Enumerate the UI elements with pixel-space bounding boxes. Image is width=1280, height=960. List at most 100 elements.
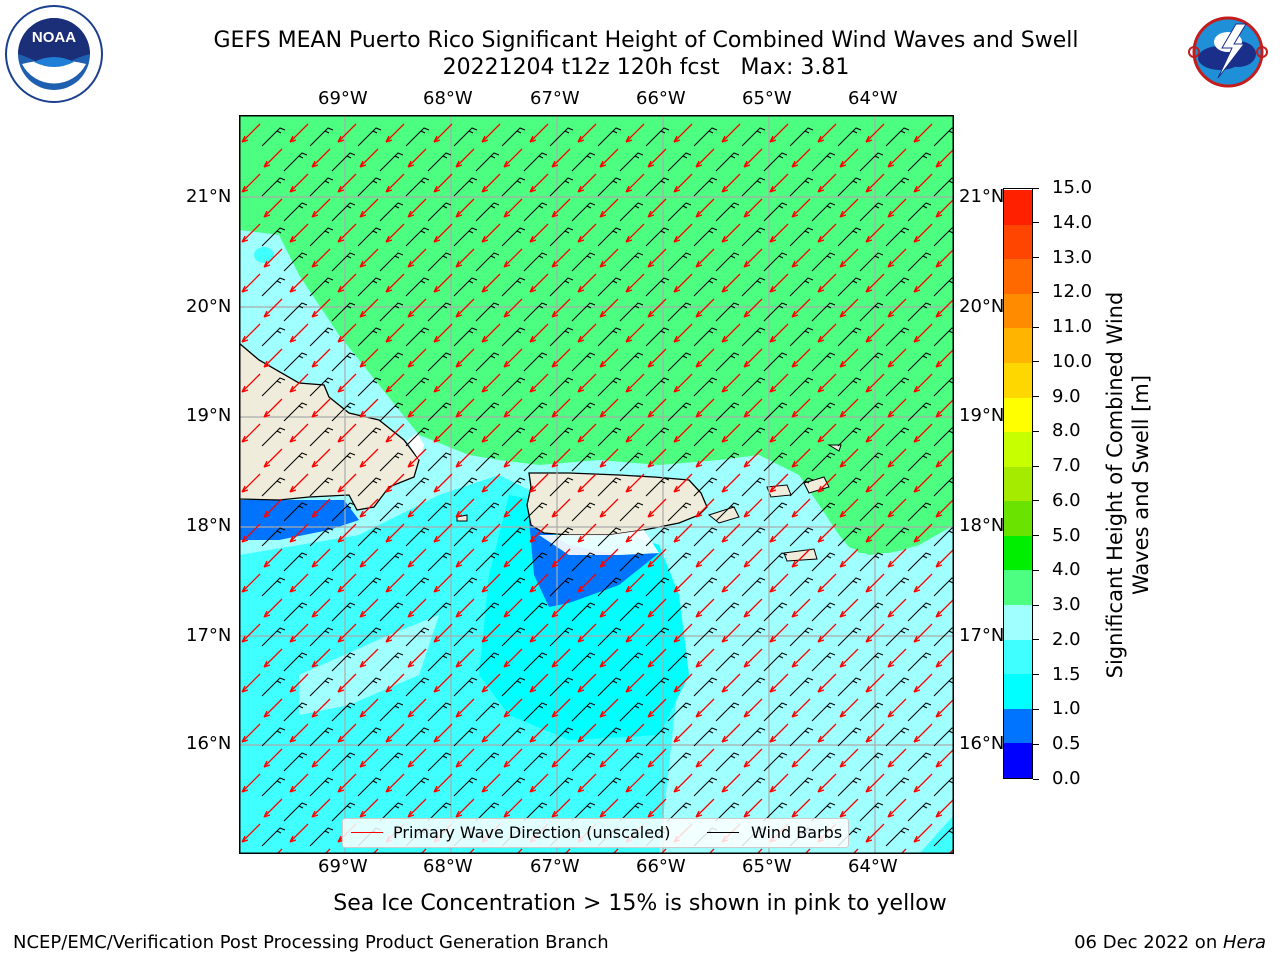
wave-direction-arrow <box>551 198 571 218</box>
wave-direction-arrow <box>455 248 475 268</box>
wave-direction-arrow <box>817 723 837 743</box>
wave-direction-arrow <box>385 123 405 143</box>
wind-barb <box>331 452 356 472</box>
wave-direction-arrow <box>673 123 693 143</box>
wind-barb <box>523 752 548 772</box>
wave-direction-arrow <box>311 698 331 718</box>
wave-direction-arrow <box>935 548 954 568</box>
lon-label-bottom: 65°W <box>742 856 792 877</box>
wave-direction-arrow <box>337 373 357 393</box>
wind-barb <box>933 727 954 747</box>
wave-direction-arrow <box>804 848 811 854</box>
wave-direction-arrow <box>839 198 859 218</box>
wind-barb <box>523 452 548 472</box>
wind-barb <box>501 177 526 197</box>
wave-direction-arrow <box>839 798 859 818</box>
wind-barb <box>933 227 954 247</box>
wind-barb <box>523 552 548 572</box>
colorbar-segment <box>1004 397 1032 433</box>
wave-direction-arrow <box>625 623 645 643</box>
wave-band-2-3-patch <box>299 615 439 715</box>
wave-direction-arrow <box>599 348 619 368</box>
wave-direction-arrow <box>839 398 859 418</box>
colorbar-tick-label: 15.0 <box>1052 177 1093 198</box>
wave-direction-arrow <box>385 273 405 293</box>
wind-barb <box>475 252 500 272</box>
wind-barb <box>283 352 308 372</box>
lon-label-top: 67°W <box>530 88 580 109</box>
colorbar-tick-label: 14.0 <box>1052 211 1093 233</box>
colorbar-tick-mark <box>1033 778 1039 780</box>
wind-barb <box>885 727 910 747</box>
wind-barb <box>331 652 356 672</box>
wind-barb <box>261 327 286 347</box>
wind-barb <box>619 502 644 522</box>
wave-direction-arrow <box>887 398 907 418</box>
wind-barb <box>427 752 452 772</box>
chart-title: GEFS MEAN Puerto Rico Significant Height… <box>213 28 1079 53</box>
wind-barb <box>405 727 430 747</box>
wind-barb <box>741 527 766 547</box>
wind-barb <box>549 677 574 697</box>
wave-direction-arrow <box>311 798 331 818</box>
wind-barb <box>693 677 718 697</box>
lat-label-left: 21°N <box>186 186 232 207</box>
wind-barb <box>523 402 548 422</box>
wind-barb <box>693 477 718 497</box>
wind-barb <box>379 502 404 522</box>
wind-barb <box>837 627 862 647</box>
wave-direction-arrow <box>721 473 741 493</box>
colorbar-segment <box>1004 189 1032 225</box>
wave-direction-arrow <box>791 298 811 318</box>
wave-direction-arrow <box>359 198 379 218</box>
wind-barb <box>597 327 622 347</box>
wind-barb <box>933 577 954 597</box>
wave-direction-arrow <box>913 423 933 443</box>
legend-wind-line <box>707 832 739 833</box>
wave-direction-arrow <box>887 698 907 718</box>
colorbar-tick-label: 3.0 <box>1052 594 1081 616</box>
colorbar-tick-label: 0.5 <box>1052 733 1081 755</box>
wave-direction-arrow <box>407 498 427 518</box>
wind-barb <box>427 502 452 522</box>
wave-direction-arrow <box>743 348 763 368</box>
wave-direction-arrow <box>817 623 837 643</box>
wind-barb <box>309 127 334 147</box>
wave-direction-arrow <box>481 223 501 243</box>
wind-barb <box>379 702 404 722</box>
wind-barb <box>453 527 478 547</box>
wind-barb <box>427 452 452 472</box>
wave-direction-arrow <box>337 423 357 443</box>
wave-direction-arrow <box>721 223 741 243</box>
wind-barb <box>261 827 286 847</box>
wave-direction-arrow <box>839 648 859 668</box>
wind-barb <box>501 427 526 447</box>
wind-barb <box>405 227 430 247</box>
wave-direction-arrow <box>721 723 741 743</box>
wave-direction-arrow <box>455 448 475 468</box>
colorbar-tick-mark <box>1033 674 1039 676</box>
wave-direction-arrow <box>241 323 261 343</box>
wave-direction-arrow <box>529 723 549 743</box>
wave-direction-arrow <box>455 648 475 668</box>
wave-direction-arrow <box>865 723 885 743</box>
wave-direction-arrow <box>743 148 763 168</box>
wave-direction-arrow <box>743 798 763 818</box>
colorbar-tick-label: 11.0 <box>1052 316 1093 338</box>
wind-barb <box>379 202 404 222</box>
wind-barb <box>741 177 766 197</box>
colorbar-tick-label: 0.0 <box>1052 768 1081 789</box>
wave-direction-arrow <box>263 248 283 268</box>
land-hispaniola <box>239 342 420 511</box>
wind-barb <box>309 177 334 197</box>
wave-direction-arrow <box>263 598 283 618</box>
colorbar-ticks: 15.0 14.0 13.0 12.0 11.0 10.0 9.0 8.0 7.0 6.0 5.0 4… <box>1033 178 1113 789</box>
wave-direction-arrow <box>359 248 379 268</box>
wave-band-0_5-1-hispaniola <box>239 500 359 540</box>
wind-barb <box>715 752 740 772</box>
wave-direction-arrow <box>721 573 741 593</box>
wave-direction-arrow <box>481 273 501 293</box>
wave-direction-arrow <box>503 398 523 418</box>
wind-barb <box>597 277 622 297</box>
wind-barb <box>763 152 788 172</box>
